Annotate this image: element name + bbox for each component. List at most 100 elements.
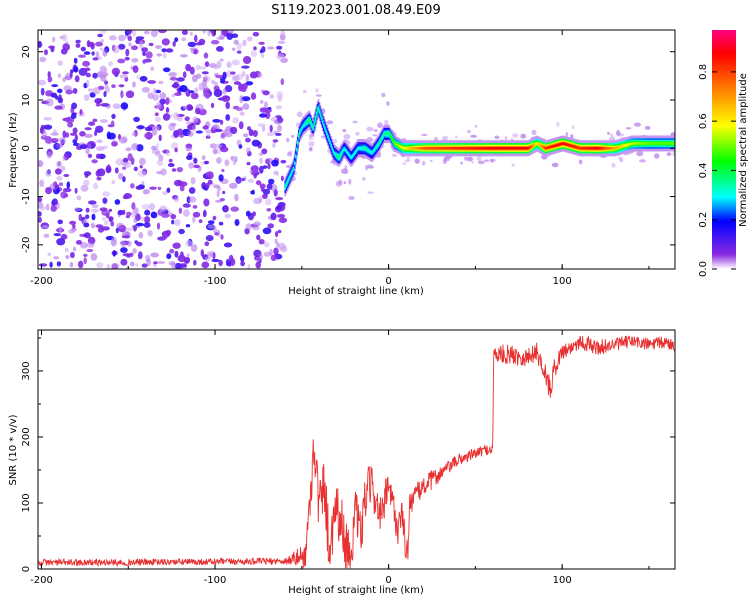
spectrogram-noise-cell bbox=[194, 34, 198, 43]
spectrogram-noise-cell bbox=[263, 251, 271, 257]
spectrogram-noise-cell bbox=[125, 30, 133, 35]
spectrogram-ridge-cell bbox=[370, 151, 373, 155]
spectrogram-speckle bbox=[477, 160, 485, 165]
spectrogram-ridge-cell bbox=[359, 146, 362, 150]
spectrogram-speckle bbox=[531, 129, 537, 136]
spectrogram-noise-cell bbox=[62, 130, 67, 139]
spectrogram-noise-cell bbox=[233, 39, 239, 45]
spectrogram-noise-cell bbox=[203, 160, 210, 165]
spectrogram-ridge-cell bbox=[463, 146, 466, 150]
snr-ytick-label: 100 bbox=[21, 493, 32, 512]
spectrogram-noise-cell bbox=[85, 207, 90, 213]
spectrogram-noise-cell bbox=[268, 178, 275, 185]
spectrogram-noise-cell bbox=[96, 146, 105, 151]
spectrogram-noise-cell bbox=[79, 144, 89, 150]
spectrogram-speckle bbox=[476, 155, 482, 162]
spectrogram-ridge-cell bbox=[323, 123, 325, 127]
spectrogram-ridge-cell bbox=[594, 146, 597, 150]
spectrogram-ridge-cell bbox=[384, 132, 387, 136]
spectrogram-ridge-cell bbox=[585, 146, 588, 150]
spectrogram-speckle bbox=[341, 168, 349, 174]
spectrogram-ridge-cell bbox=[472, 146, 475, 150]
spectrogram-noise-cell bbox=[91, 159, 98, 164]
spectrogram-speckle bbox=[381, 92, 386, 98]
spectrogram-ridge-cell bbox=[535, 142, 538, 146]
spectrogram-ridge-cell bbox=[534, 143, 537, 146]
snr-panel: -200 -100 0 100 0 100 200 300 Height of straigh… bbox=[8, 329, 676, 596]
spectrogram-noise-cell bbox=[139, 75, 148, 82]
spectrogram-noise-cell bbox=[156, 142, 160, 151]
spectrogram-noise-cell bbox=[221, 169, 225, 172]
spectrogram-noise-cell bbox=[80, 242, 88, 249]
spectrogram-ytick-label: 10 bbox=[21, 94, 32, 107]
spectrogram-noise-cell bbox=[239, 95, 244, 104]
spectrogram-noise-cell bbox=[192, 116, 199, 123]
spectrogram-ridge-cell bbox=[388, 132, 391, 136]
spectrogram-ridge-cell bbox=[604, 146, 606, 150]
spectrogram-noise-cell bbox=[124, 56, 130, 61]
spectrogram-noise-cell bbox=[120, 258, 128, 266]
spectrogram-noise-cell bbox=[99, 207, 108, 212]
spectrogram-ridge-cell bbox=[415, 146, 418, 150]
spectrogram-ridge-cell bbox=[590, 146, 593, 150]
spectrogram-noise-cell bbox=[74, 134, 78, 142]
spectrogram-ridge-cell bbox=[420, 146, 423, 150]
spectrogram-noise-cell bbox=[243, 175, 247, 180]
spectrogram-ridge-cell bbox=[320, 117, 323, 121]
spectrogram-noise-cell bbox=[169, 248, 175, 254]
spectrogram-noise-cell bbox=[168, 72, 177, 77]
spectrogram-noise-cell bbox=[62, 43, 70, 51]
spectrogram-noise-cell bbox=[273, 247, 279, 256]
spectrogram-speckle bbox=[333, 138, 337, 144]
spectrogram-noise-cell bbox=[221, 95, 231, 102]
spectrogram-ridge-cell bbox=[337, 155, 340, 159]
spectrogram-noise-cell bbox=[102, 49, 108, 57]
spectrogram-ridge-cell bbox=[314, 117, 317, 121]
spectrogram-noise-cell bbox=[57, 60, 63, 66]
spectrogram-noise-cell bbox=[181, 30, 188, 35]
spectrogram-noise-cell bbox=[241, 83, 248, 90]
spectrogram-noise-cell bbox=[269, 94, 275, 99]
spectrogram-speckle bbox=[672, 151, 675, 157]
spectrogram-ridge-cell bbox=[395, 143, 398, 146]
spectrogram-ridge-cell bbox=[595, 146, 598, 150]
snr-ytick-label: 200 bbox=[21, 427, 32, 446]
spectrogram-ridge-cell bbox=[385, 132, 388, 136]
spectrogram-noise-cell bbox=[182, 71, 187, 79]
spectrogram-ridge-cell bbox=[533, 143, 536, 147]
spectrogram-noise-cell bbox=[78, 213, 83, 222]
spectrogram-noise-cell bbox=[65, 40, 69, 44]
spectrogram-noise-cell bbox=[130, 143, 138, 151]
colorbar-tick-label: 0.4 bbox=[698, 162, 709, 178]
colorbar-gradient bbox=[712, 30, 736, 269]
spectrogram-noise-cell bbox=[140, 216, 146, 222]
spectrogram-noise-cell bbox=[83, 222, 90, 228]
spectrogram-noise-cell bbox=[83, 171, 92, 176]
spectrogram-ridge-cell bbox=[496, 146, 499, 150]
spectrogram-noise-cell bbox=[261, 148, 268, 155]
spectrogram-ridge-cell bbox=[536, 142, 539, 145]
spectrogram-noise-cell bbox=[161, 233, 168, 240]
spectrogram-noise-cell bbox=[189, 31, 193, 36]
spectrogram-noise-cell bbox=[250, 49, 257, 58]
spectrogram-noise-cell bbox=[234, 193, 239, 202]
spectrogram-noise-cell bbox=[75, 39, 81, 44]
spectrogram-noise-cell bbox=[147, 230, 153, 237]
spectrogram-noise-cell bbox=[54, 105, 63, 110]
spectrogram-ridge-cell bbox=[639, 142, 642, 145]
spectrogram-noise-cell bbox=[87, 153, 93, 158]
spectrogram-ridge-cell bbox=[616, 146, 619, 149]
spectrogram-speckle bbox=[666, 152, 672, 156]
spectrogram-ridge-cell bbox=[545, 146, 548, 150]
spectrogram-ridge-cell bbox=[493, 146, 496, 150]
spectrogram-ridge-cell bbox=[557, 143, 559, 147]
spectrogram-ridge-cell bbox=[301, 126, 303, 130]
spectrogram-ridge-cell bbox=[645, 142, 648, 145]
spectrogram-noise-cell bbox=[118, 84, 125, 88]
spectrogram-ridge-cell bbox=[436, 146, 439, 150]
spectrogram-noise-cell bbox=[70, 252, 75, 259]
spectrogram-ridge-cell bbox=[622, 144, 625, 148]
spectrogram-noise-cell bbox=[45, 98, 54, 107]
spectrogram-noise-cell bbox=[130, 157, 135, 166]
